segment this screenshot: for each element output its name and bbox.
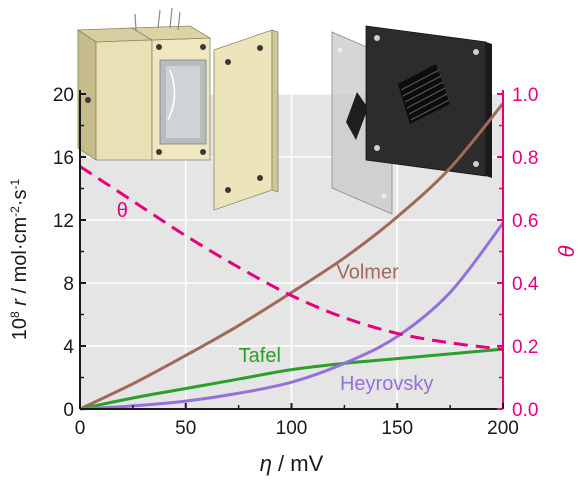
x-tick-label: 0	[75, 418, 86, 439]
series-line-	[79, 165, 504, 351]
series-layer	[79, 102, 505, 411]
y-left-tick-label: 20	[53, 85, 74, 106]
y-right-tick-label: 0.8	[512, 148, 538, 169]
series-label-: θ	[117, 200, 128, 222]
cell-housing	[76, 7, 212, 161]
y-left-tick-label: 16	[53, 148, 74, 169]
electrode-plate	[365, 25, 492, 178]
annotations: θ Volmer Tafel Heyrovsky	[117, 200, 434, 395]
y-right-tick-label: 0.6	[512, 211, 538, 232]
y-right-tick-label: 0.2	[512, 337, 538, 358]
y-left-tick-label: 8	[63, 274, 74, 295]
y-right-tick-label: 0.0	[512, 400, 538, 421]
y-axis-left-label: 108 r / mol·cm-2·s-1	[8, 178, 31, 340]
series-line-heyrovsky	[79, 222, 505, 411]
y-left-tick-label: 0	[63, 400, 74, 421]
axes: 0 50 100 150 200 0 4 8 12 16 20 0.0 0.2 0.4 0.6 0.8 1.0 η…	[8, 85, 579, 476]
y-left-tick-label: 12	[53, 211, 74, 232]
x-tick-label: 150	[381, 418, 413, 439]
cell-lid-plate	[213, 29, 279, 211]
x-axis-label: η / mV	[260, 451, 324, 476]
y-left-tick-label: 4	[63, 337, 74, 358]
x-tick-label: 50	[175, 418, 196, 439]
series-label-heyrovsky: Heyrovsky	[340, 373, 433, 395]
y-right-tick-label: 0.4	[512, 274, 539, 295]
y-axis-right-label: θ	[554, 245, 579, 257]
series-label-volmer: Volmer	[337, 261, 400, 283]
y-right-tick-label: 1.0	[512, 85, 538, 106]
x-tick-label: 100	[276, 418, 308, 439]
x-tick-label: 200	[487, 418, 519, 439]
series-line-volmer	[79, 102, 505, 411]
series-label-tafel: Tafel	[239, 345, 281, 367]
series-line-tafel	[79, 347, 504, 411]
electrochemical-cell-illustration	[76, 7, 492, 215]
